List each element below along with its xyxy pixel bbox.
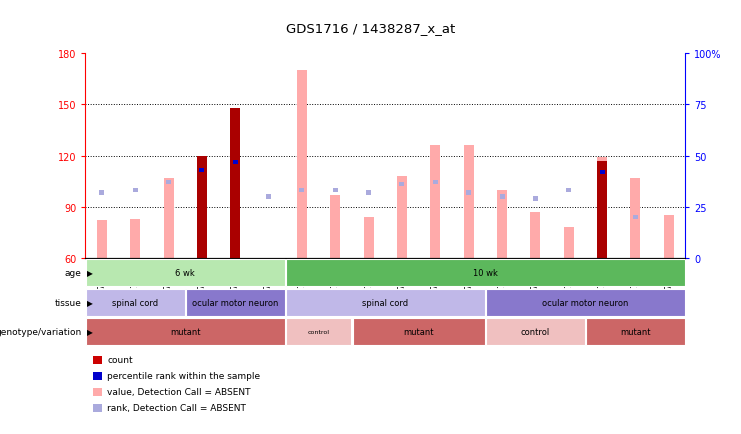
Bar [631, 178, 640, 258]
Bar [266, 195, 271, 199]
Bar [186, 289, 285, 316]
Bar [531, 212, 540, 258]
Bar [364, 217, 373, 258]
Bar [486, 319, 585, 345]
Bar [433, 181, 438, 185]
Bar [97, 221, 107, 258]
Bar [86, 260, 285, 286]
Bar [199, 199, 205, 203]
Bar [86, 319, 285, 345]
Bar [599, 191, 605, 195]
Bar [199, 168, 205, 173]
Bar [197, 195, 207, 258]
Bar [164, 178, 173, 258]
Bar [333, 189, 338, 193]
Text: ocular motor neuron: ocular motor neuron [192, 298, 279, 307]
Bar [330, 195, 340, 258]
Text: mutant: mutant [170, 328, 201, 336]
Bar [464, 146, 473, 258]
Bar [633, 215, 638, 220]
Bar [486, 289, 685, 316]
Bar [166, 181, 171, 185]
Bar [197, 156, 207, 258]
Bar [366, 191, 371, 195]
Bar [597, 161, 607, 258]
Text: ▶: ▶ [87, 269, 93, 277]
Text: GDS1716 / 1438287_x_at: GDS1716 / 1438287_x_at [286, 22, 455, 35]
Text: 10 wk: 10 wk [473, 269, 498, 277]
Text: spinal cord: spinal cord [112, 298, 159, 307]
Text: age: age [64, 269, 82, 277]
Bar [533, 197, 538, 201]
Bar [297, 71, 307, 258]
Bar [130, 219, 140, 258]
Bar [466, 191, 471, 195]
Bar [353, 319, 485, 345]
Text: percentile rank within the sample: percentile rank within the sample [107, 372, 261, 380]
Bar [399, 183, 405, 187]
Bar [566, 189, 571, 193]
Bar [431, 146, 440, 258]
Bar [597, 158, 607, 258]
Bar [499, 195, 505, 199]
Bar [286, 289, 485, 316]
Text: control: control [308, 329, 330, 335]
Text: mutant: mutant [403, 328, 434, 336]
Text: genotype/variation: genotype/variation [0, 328, 82, 336]
Text: ▶: ▶ [87, 298, 93, 307]
Bar [286, 260, 685, 286]
Bar [299, 189, 305, 193]
Text: control: control [521, 328, 550, 336]
Bar [397, 177, 407, 258]
Text: ▶: ▶ [87, 328, 93, 336]
Text: mutant: mutant [620, 328, 651, 336]
Text: value, Detection Call = ABSENT: value, Detection Call = ABSENT [107, 388, 251, 396]
Text: 6 wk: 6 wk [176, 269, 195, 277]
Bar [286, 319, 351, 345]
Bar [99, 191, 104, 195]
Text: count: count [107, 355, 133, 364]
Bar [133, 189, 138, 193]
Text: spinal cord: spinal cord [362, 298, 408, 307]
Bar [230, 108, 240, 258]
Text: rank, Detection Call = ABSENT: rank, Detection Call = ABSENT [107, 404, 246, 412]
Text: tissue: tissue [55, 298, 82, 307]
Bar [497, 190, 507, 258]
Bar [230, 227, 240, 258]
Bar [664, 216, 674, 258]
Bar [599, 171, 605, 174]
Text: ocular motor neuron: ocular motor neuron [542, 298, 628, 307]
Bar [233, 160, 238, 164]
Bar [564, 227, 574, 258]
Bar [586, 319, 685, 345]
Bar [86, 289, 185, 316]
